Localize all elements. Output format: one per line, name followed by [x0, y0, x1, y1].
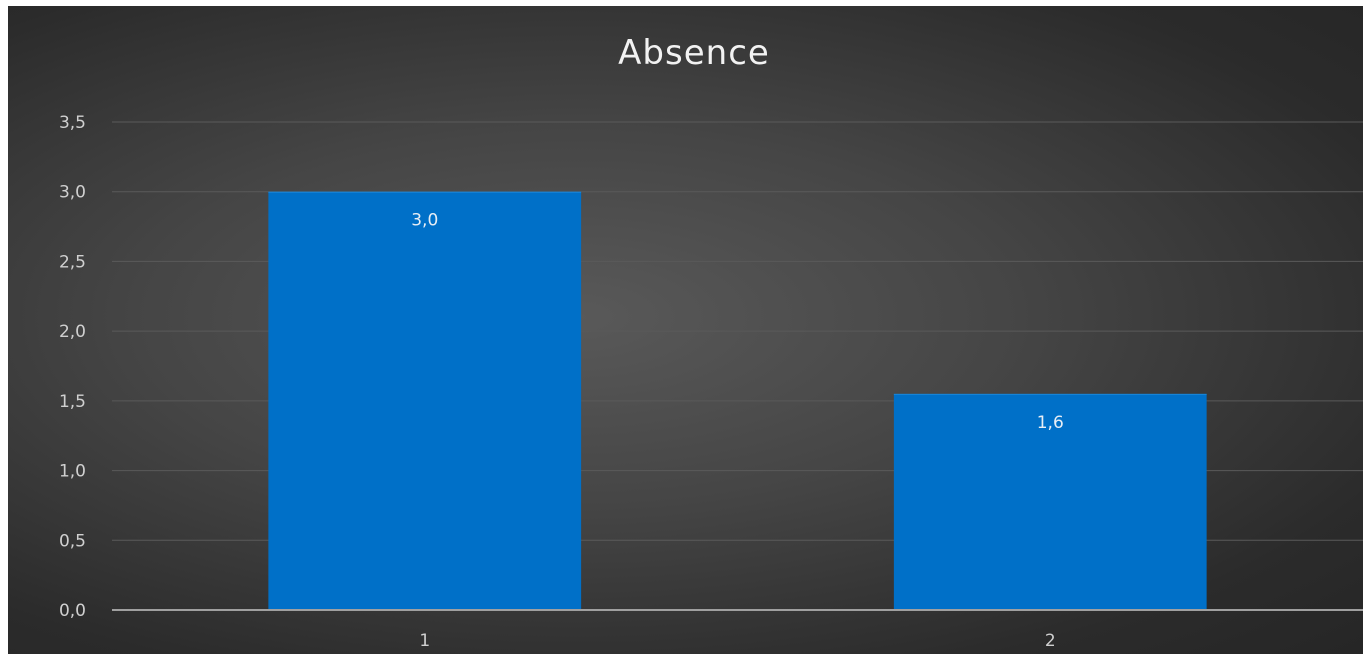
y-tick-label: 3,0: [59, 183, 86, 203]
y-tick-label: 0,0: [59, 601, 86, 621]
chart-title: Absence: [618, 33, 770, 73]
bar-chart: Absence 0,0 0,5 1,0 1,5 2,0 2,5 3,0 3,5 3,0 1 1,6 2: [59, 33, 1363, 651]
bar: [893, 393, 1207, 610]
y-tick-label: 1,0: [59, 462, 86, 482]
x-tick-label: 2: [1045, 631, 1056, 651]
y-tick-label: 2,0: [59, 322, 86, 342]
y-tick-label: 2,5: [59, 252, 86, 272]
bar: [268, 191, 582, 610]
bars: [268, 191, 1207, 610]
y-tick-label: 1,5: [59, 392, 86, 412]
x-tick-label: 1: [419, 631, 430, 651]
data-label: 1,6: [1037, 413, 1064, 433]
labels: 0,0 0,5 1,0 1,5 2,0 2,5 3,0 3,5 3,0 1 1,6 2: [59, 113, 1064, 651]
y-tick-label: 3,5: [59, 113, 86, 133]
y-tick-label: 0,5: [59, 531, 86, 551]
data-label: 3,0: [411, 211, 438, 231]
chart-area: Absence 0,0 0,5 1,0 1,5 2,0 2,5 3,0 3,5 3,0 1 1,6 2: [8, 6, 1363, 654]
